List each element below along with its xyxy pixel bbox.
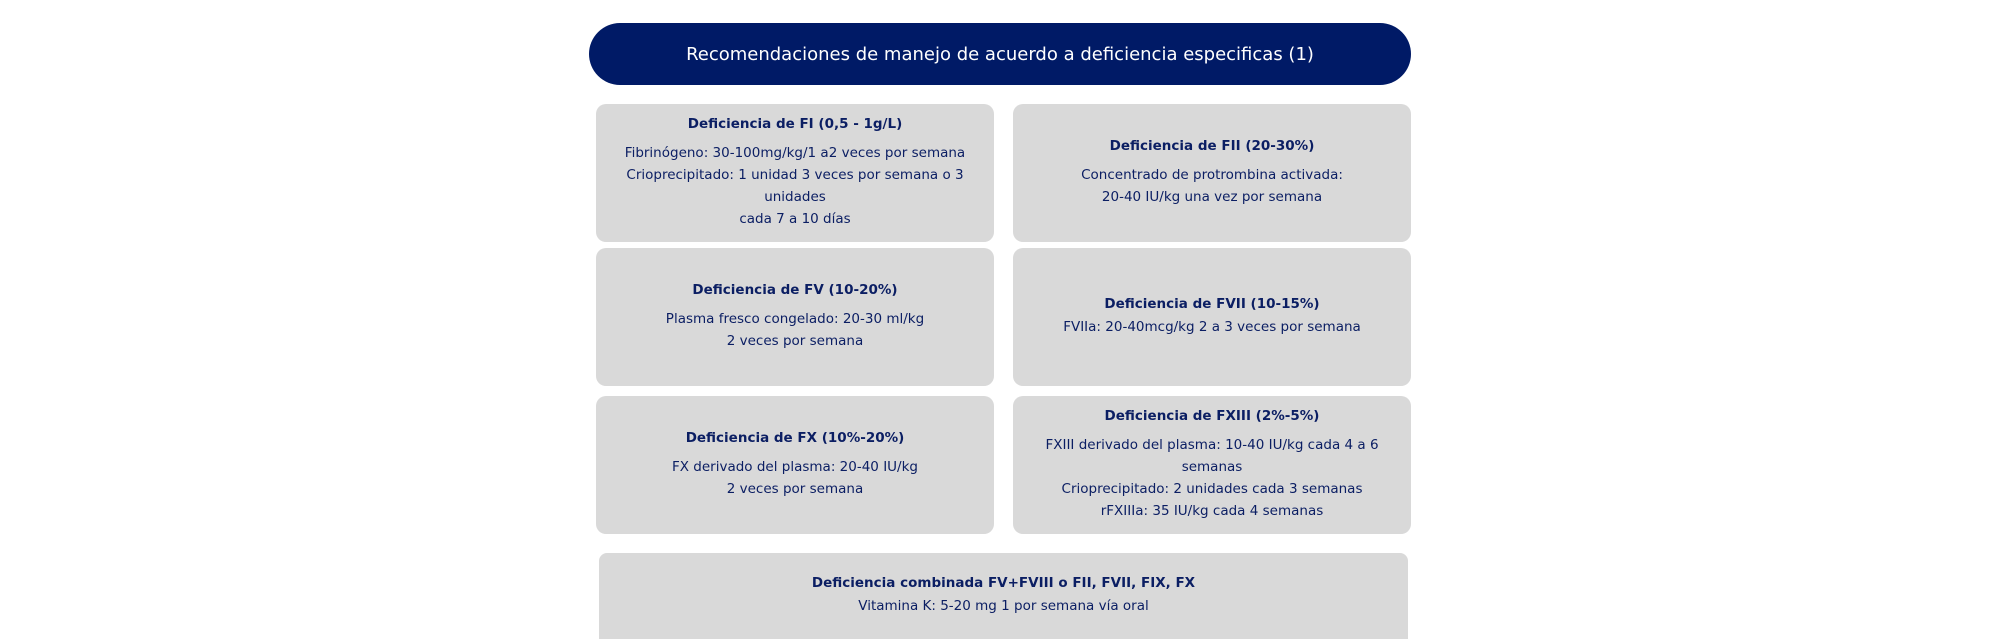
card-fv-deficiency: Deficiencia de FV (10-20%) Plasma fresco…	[596, 248, 994, 386]
card-fx-deficiency: Deficiencia de FX (10%-20%) FX derivado …	[596, 396, 994, 534]
card-line: Crioprecipitado: 1 unidad 3 veces por se…	[626, 167, 964, 205]
card-title: Deficiencia de FII (20-30%)	[1109, 138, 1315, 154]
card-line: Plasma fresco congelado: 20-30 ml/kg	[665, 311, 925, 327]
card-line: FX derivado del plasma: 20-40 IU/kg	[672, 459, 918, 475]
card-line: cada 7 a 10 días	[739, 211, 851, 227]
card-fxiii-deficiency: Deficiencia de FXIII (2%-5%) FXIII deriv…	[1013, 396, 1411, 534]
card-line: FXIII derivado del plasma: 10-40 IU/kg c…	[1045, 437, 1379, 475]
card-line: Fibrinógeno: 30-100mg/kg/1 a2 veces por …	[624, 145, 966, 161]
card-title: Deficiencia de FXIII (2%-5%)	[1104, 408, 1320, 424]
card-title: Deficiencia de FVII (10-15%)	[1104, 296, 1320, 312]
card-line: 2 veces por semana	[726, 333, 864, 349]
card-fii-deficiency: Deficiencia de FII (20-30%) Concentrado …	[1013, 104, 1411, 242]
card-line: Concentrado de protrombina activada:	[1081, 167, 1343, 183]
card-line: rFXIIIa: 35 IU/kg cada 4 semanas	[1100, 503, 1324, 519]
card-title: Deficiencia de FV (10-20%)	[692, 282, 898, 298]
card-fi-deficiency: Deficiencia de FI (0,5 - 1g/L) Fibrinóge…	[596, 104, 994, 242]
header-title: Recomendaciones de manejo de acuerdo a d…	[686, 43, 1314, 65]
card-line: Vitamina K: 5-20 mg 1 por semana vía ora…	[858, 598, 1149, 614]
card-line: 2 veces por semana	[726, 481, 864, 497]
card-line: FVIIa: 20-40mcg/kg 2 a 3 veces por seman…	[1063, 319, 1361, 335]
card-fvii-deficiency: Deficiencia de FVII (10-15%) FVIIa: 20-4…	[1013, 248, 1411, 386]
header-banner: Recomendaciones de manejo de acuerdo a d…	[589, 23, 1411, 85]
card-line: Crioprecipitado: 2 unidades cada 3 seman…	[1061, 481, 1363, 497]
card-title: Deficiencia de FI (0,5 - 1g/L)	[687, 116, 903, 132]
card-combined-deficiency: Deficiencia combinada FV+FVIII o FII, FV…	[599, 553, 1408, 639]
card-line: 20-40 IU/kg una vez por semana	[1101, 189, 1323, 205]
card-title: Deficiencia de FX (10%-20%)	[685, 430, 905, 446]
card-title: Deficiencia combinada FV+FVIII o FII, FV…	[811, 575, 1196, 591]
